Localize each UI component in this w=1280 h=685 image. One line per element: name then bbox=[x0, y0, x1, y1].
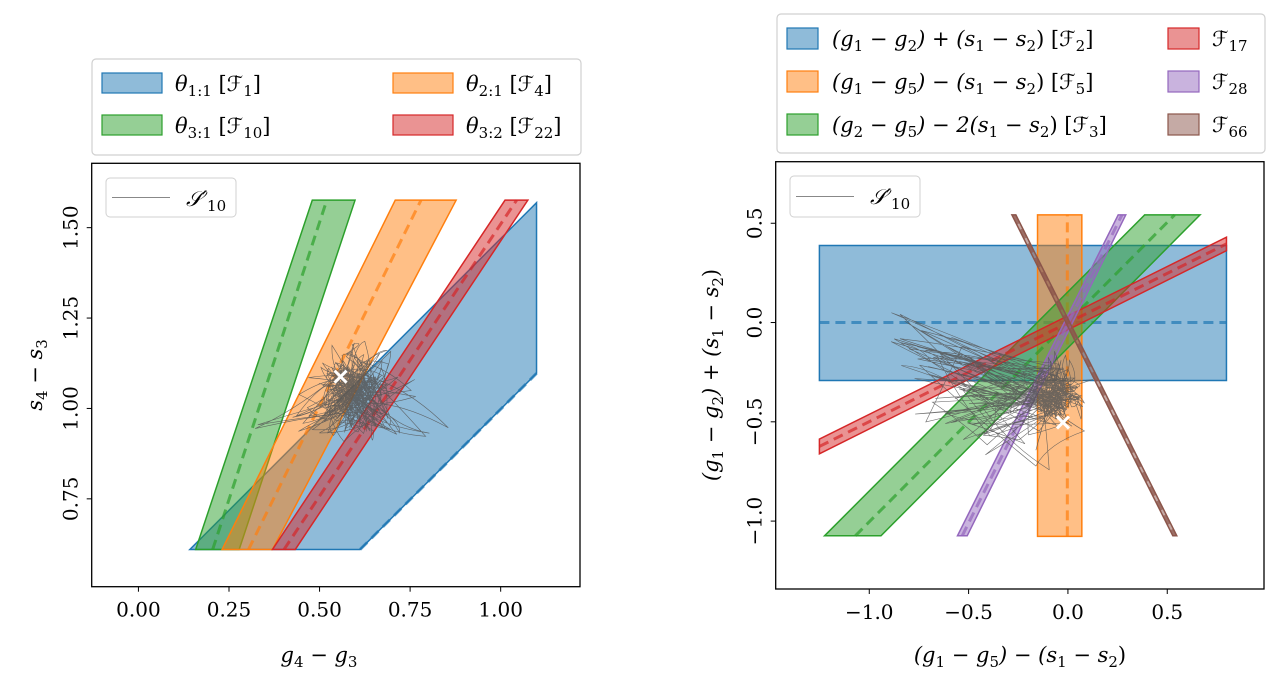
marker-x-icon bbox=[1055, 415, 1071, 430]
legend-item: ℱ17 bbox=[1167, 27, 1248, 55]
y-axis-label: (g1 − g2) + (s1 − s2) bbox=[699, 269, 727, 481]
legend-label: ℱ17 bbox=[1212, 27, 1248, 55]
x-axis-label: g4 − g3 bbox=[281, 643, 358, 671]
legend-label: (g1 − g5) − (s1 − s2) [ℱ5] bbox=[832, 70, 1093, 98]
legend-label: θ2:1 [ℱ4] bbox=[466, 72, 552, 100]
legend-label: θ1:1 [ℱ1] bbox=[175, 72, 261, 100]
region-F3 bbox=[822, 214, 1202, 537]
legend-item: (g1 − g2) + (s1 − s2) [ℱ2] bbox=[786, 27, 1093, 55]
legend-item: θ1:1 [ℱ1] bbox=[101, 72, 261, 100]
x-tick-label: 0.25 bbox=[207, 598, 252, 622]
legend-swatch bbox=[392, 114, 454, 136]
x-tick-label: 0.75 bbox=[388, 598, 433, 622]
marker-x-icon bbox=[333, 369, 348, 384]
legend-swatch bbox=[786, 27, 819, 50]
legend-item: (g2 − g5) − 2(s1 − s2) [ℱ3] bbox=[786, 113, 1107, 141]
legend-swatch bbox=[392, 72, 454, 94]
y-tick-label: 1.00 bbox=[59, 386, 83, 431]
legend-swatch bbox=[786, 70, 819, 93]
legend-left: θ1:1 [ℱ1] θ3:1 [ℱ10] θ2:1 [ℱ4] θ3:2 [ℱ22] bbox=[91, 58, 582, 156]
region-centerline-theta-1-1 bbox=[359, 372, 538, 551]
plot-area bbox=[188, 199, 538, 551]
x-tick-label: 0.00 bbox=[116, 598, 161, 622]
trajectory-line bbox=[890, 312, 1094, 471]
legend-item: θ3:1 [ℱ10] bbox=[101, 114, 270, 142]
legend-frame bbox=[789, 175, 921, 218]
legend-label: 𝒮′10 bbox=[870, 185, 910, 213]
y-tick-label: 0.0 bbox=[743, 307, 767, 339]
legend-swatch bbox=[1167, 27, 1200, 50]
x-tick-label: −1.0 bbox=[845, 600, 894, 624]
x-tick-label: 0.0 bbox=[1052, 600, 1084, 624]
legend-item: θ2:1 [ℱ4] bbox=[392, 72, 552, 100]
region-centerline-theta-3-1 bbox=[211, 199, 329, 550]
legend-frame bbox=[105, 177, 237, 218]
legend-item: θ3:2 [ℱ22] bbox=[392, 114, 561, 142]
plot-area bbox=[818, 213, 1228, 538]
y-tick-label: 1.50 bbox=[59, 205, 83, 250]
legend-label: (g1 − g2) + (s1 − s2) [ℱ2] bbox=[832, 27, 1093, 55]
y-tick-label: 0.5 bbox=[743, 207, 767, 239]
legend-label: θ3:1 [ℱ10] bbox=[175, 114, 270, 142]
axes-frame bbox=[91, 162, 581, 588]
trajectory-line bbox=[255, 340, 449, 443]
legend-swatch bbox=[101, 114, 163, 136]
region-centerline-theta-3-2 bbox=[282, 199, 518, 551]
x-tick-label: 1.00 bbox=[478, 598, 523, 622]
legend-swatch bbox=[101, 72, 163, 94]
legend-label: θ3:2 [ℱ22] bbox=[466, 114, 561, 142]
legend-label: (g2 − g5) − 2(s1 − s2) [ℱ3] bbox=[832, 113, 1107, 141]
y-tick-label: −1.0 bbox=[743, 497, 767, 546]
y-tick-label: 1.25 bbox=[59, 296, 83, 341]
legend-swatch bbox=[786, 113, 819, 136]
legend-item: ℱ66 bbox=[1167, 113, 1248, 141]
legend-frame bbox=[776, 13, 1266, 154]
legend-label: 𝒮′10 bbox=[186, 187, 226, 215]
y-tick-label: 0.75 bbox=[59, 477, 83, 522]
legend-item: ℱ28 bbox=[1167, 70, 1248, 98]
legend-label: ℱ66 bbox=[1212, 113, 1248, 141]
panel-right: −1.0 −0.5 0.0 0.5 −1.0 −0.5 0.0 0.5 (g1 − g5) − … bbox=[699, 161, 1265, 671]
region-centerline-F66 bbox=[1012, 214, 1177, 537]
panel-left: 0.00 0.25 0.50 0.75 1.00 0.75 1.00 1.25 1.50 g4 −… bbox=[23, 162, 581, 671]
legend-swatch bbox=[1167, 70, 1200, 93]
axes-frame bbox=[775, 161, 1265, 590]
x-axis-label: (g1 − g5) − (s1 − s2) bbox=[914, 643, 1126, 671]
legend-right: (g1 − g2) + (s1 − s2) [ℱ2] (g1 − g5) − (s… bbox=[776, 13, 1266, 154]
x-tick-label: 0.50 bbox=[297, 598, 342, 622]
x-tick-label: 0.5 bbox=[1151, 600, 1183, 624]
x-tick-label: −0.5 bbox=[944, 600, 993, 624]
y-tick-label: −0.5 bbox=[743, 398, 767, 447]
trajectory-legend: 𝒮′10 bbox=[789, 175, 921, 218]
region-centerline-F17 bbox=[818, 242, 1228, 448]
legend-item: (g1 − g5) − (s1 − s2) [ℱ5] bbox=[786, 70, 1093, 98]
legend-label: ℱ28 bbox=[1212, 70, 1248, 98]
y-axis-label: s4 − s3 bbox=[23, 339, 51, 411]
legend-swatch bbox=[1167, 113, 1200, 136]
legend-frame bbox=[91, 58, 582, 156]
trajectory-legend: 𝒮′10 bbox=[105, 177, 237, 218]
